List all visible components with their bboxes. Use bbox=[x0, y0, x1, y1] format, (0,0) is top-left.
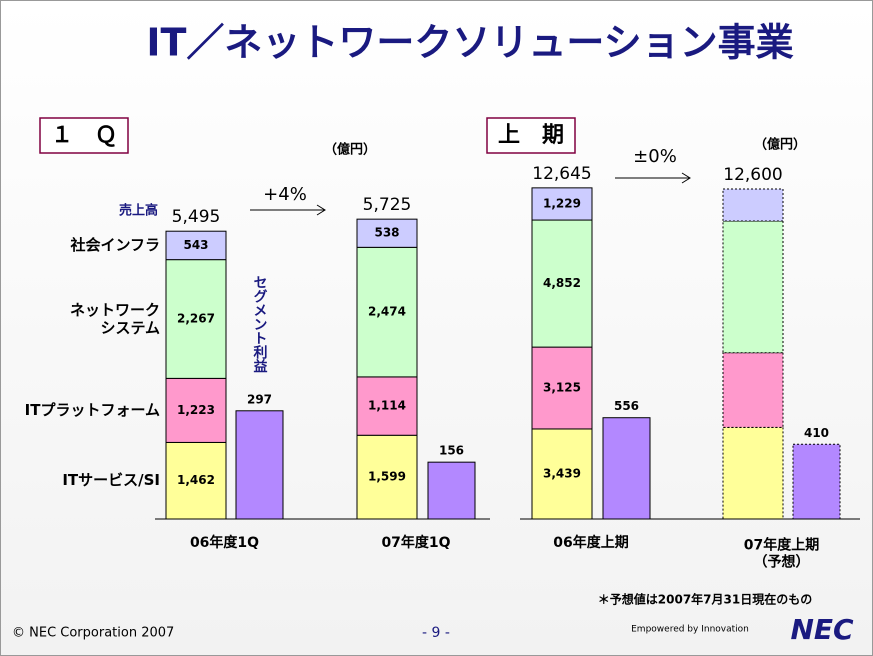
profit-bar bbox=[235, 410, 284, 520]
segment-label: 538 bbox=[374, 226, 399, 240]
profit-label: 297 bbox=[247, 392, 272, 406]
total-label: 5,495 bbox=[172, 207, 221, 227]
segment-label: 2,267 bbox=[177, 312, 215, 326]
profit-bar bbox=[602, 417, 651, 520]
growth-label: ±0% bbox=[633, 146, 677, 167]
profit-label: 556 bbox=[614, 399, 639, 413]
profit-legend: セグメント利益 bbox=[252, 275, 268, 373]
profit-bar bbox=[792, 443, 841, 520]
legend-label: ITプラットフォーム bbox=[25, 401, 160, 419]
profit-label: 156 bbox=[439, 444, 464, 458]
page-number: - 9 - bbox=[422, 625, 450, 641]
bar-segment bbox=[356, 376, 418, 436]
panel-label-box bbox=[39, 117, 129, 154]
total-label: 12,645 bbox=[532, 164, 591, 184]
panel-label: 上 期 bbox=[498, 123, 564, 148]
segment-label: 1,462 bbox=[177, 473, 215, 487]
bar-segment bbox=[356, 246, 418, 378]
bar-segment bbox=[165, 259, 227, 379]
panel-label: １ Ｑ bbox=[51, 123, 117, 148]
growth-arrow-head bbox=[681, 172, 691, 184]
category-label: 06年度1Q bbox=[190, 534, 259, 551]
bar-segment bbox=[165, 377, 227, 443]
slide-title: IT／ネットワークソリューション事業 bbox=[146, 21, 793, 65]
segment-label: 2,474 bbox=[368, 305, 406, 319]
total-label: 12,600 bbox=[723, 165, 782, 185]
bar-segment bbox=[722, 352, 784, 428]
profit-bar bbox=[427, 461, 476, 520]
total-label: 5,725 bbox=[363, 195, 412, 215]
bar-segment bbox=[722, 220, 784, 354]
profit-label: 410 bbox=[804, 426, 829, 440]
logo: NEC bbox=[790, 613, 854, 646]
unit-label: （億円） bbox=[324, 142, 376, 158]
category-label: 07年度1Q bbox=[381, 534, 450, 551]
panel-label-box bbox=[486, 117, 576, 154]
unit-label: （億円） bbox=[754, 137, 806, 153]
segment-label: 1,599 bbox=[368, 470, 406, 484]
bar-segment bbox=[165, 441, 227, 520]
segment-label: 1,114 bbox=[368, 399, 406, 413]
category-label: 06年度上期 bbox=[553, 534, 628, 551]
segment-label: 1,223 bbox=[177, 403, 215, 417]
segment-label: 1,229 bbox=[543, 196, 581, 210]
bar-segment bbox=[165, 230, 227, 261]
segment-label: 543 bbox=[183, 238, 208, 252]
tagline: Empowered by Innovation bbox=[631, 625, 749, 635]
growth-arrow-head bbox=[316, 204, 326, 216]
note: ＊予想値は2007年7月31日現在のもの bbox=[598, 592, 812, 607]
bar-segment bbox=[531, 187, 593, 221]
legend-label: 社会インフラ bbox=[69, 236, 160, 254]
bar-segment bbox=[356, 434, 418, 520]
bar-segment bbox=[356, 218, 418, 248]
total-name: 売上高 bbox=[119, 203, 158, 219]
segment-label: 4,852 bbox=[543, 276, 581, 290]
copyright: © NEC Corporation 2007 bbox=[12, 626, 174, 641]
legend-label: ITサービス/SI bbox=[62, 471, 160, 489]
category-label: 07年度上期（予想） bbox=[744, 537, 819, 571]
segment-label: 3,125 bbox=[543, 381, 581, 395]
segment-label: 3,439 bbox=[543, 466, 581, 480]
bar-segment bbox=[531, 219, 593, 348]
bar-segment bbox=[722, 188, 784, 222]
growth-label: +4% bbox=[263, 184, 307, 205]
bar-segment bbox=[722, 426, 784, 520]
legend-label: ネットワークシステム bbox=[70, 301, 160, 337]
